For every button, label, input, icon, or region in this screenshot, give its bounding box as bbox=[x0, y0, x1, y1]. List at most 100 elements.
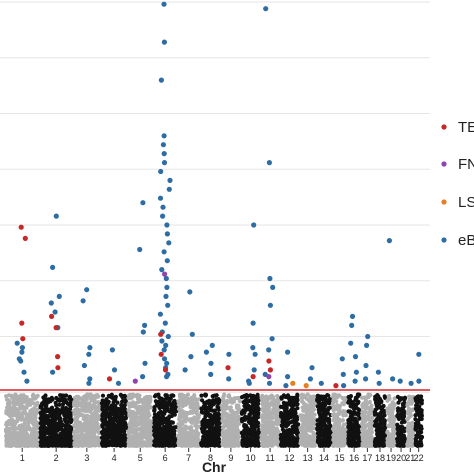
background-snp bbox=[34, 410, 39, 416]
background-snp bbox=[63, 412, 68, 417]
background-snp bbox=[231, 432, 237, 438]
background-snp bbox=[105, 412, 110, 417]
background-snp bbox=[223, 443, 228, 448]
background-snp bbox=[30, 412, 35, 417]
background-snp bbox=[273, 398, 278, 404]
background-snp bbox=[202, 438, 207, 443]
background-snp bbox=[184, 410, 189, 416]
background-snp bbox=[323, 397, 328, 402]
background-snp bbox=[163, 393, 168, 398]
background-snp bbox=[44, 409, 49, 414]
background-snp bbox=[95, 426, 100, 431]
background-snp bbox=[225, 431, 230, 437]
background-snp bbox=[131, 422, 136, 427]
background-snp bbox=[309, 416, 314, 421]
background-snp bbox=[298, 441, 303, 446]
background-snp bbox=[109, 392, 114, 397]
background-snp bbox=[299, 396, 304, 401]
background-snp bbox=[235, 404, 240, 409]
background-snp bbox=[180, 408, 185, 414]
background-snp bbox=[195, 435, 200, 440]
background-snp bbox=[75, 415, 80, 420]
background-snp bbox=[304, 424, 309, 429]
background-snp bbox=[165, 423, 170, 428]
background-snp bbox=[68, 419, 73, 424]
background-snp bbox=[89, 419, 94, 424]
background-snp bbox=[101, 409, 106, 414]
background-snp bbox=[179, 434, 184, 439]
background-snp bbox=[190, 437, 195, 442]
background-snp bbox=[10, 395, 15, 400]
background-snp bbox=[136, 433, 141, 438]
background-snp bbox=[146, 420, 151, 425]
background-snp bbox=[270, 442, 275, 448]
background-snp bbox=[167, 431, 172, 436]
background-snp bbox=[203, 413, 208, 418]
background-snp bbox=[323, 442, 328, 447]
background-snp bbox=[27, 399, 32, 404]
background-snp bbox=[79, 443, 84, 448]
background-snp bbox=[126, 408, 131, 413]
background-snp bbox=[64, 400, 69, 405]
background-snp bbox=[347, 397, 352, 402]
background-snp bbox=[172, 432, 177, 437]
background-snp bbox=[121, 411, 126, 416]
background-snp bbox=[109, 411, 114, 416]
background-snp bbox=[321, 436, 327, 441]
background-snp bbox=[4, 434, 9, 439]
background-snp bbox=[353, 395, 358, 400]
background-snp bbox=[355, 412, 361, 417]
background-snp bbox=[216, 425, 221, 431]
background-snp bbox=[82, 437, 87, 442]
background-snp bbox=[162, 433, 167, 438]
background-snp bbox=[275, 421, 281, 426]
background-snp bbox=[18, 438, 23, 443]
background-snp bbox=[315, 404, 320, 409]
background-snp bbox=[379, 400, 384, 405]
background-snp bbox=[54, 416, 59, 421]
background-snp bbox=[312, 443, 317, 448]
background-snp bbox=[259, 433, 264, 438]
background-snp bbox=[188, 431, 193, 436]
background-snp bbox=[176, 442, 181, 447]
background-snp bbox=[173, 425, 179, 430]
background-snp bbox=[161, 426, 166, 431]
background-snp bbox=[162, 409, 167, 414]
background-snp bbox=[311, 412, 316, 417]
background-snp bbox=[144, 403, 149, 408]
background-snp bbox=[232, 396, 237, 401]
background-snp bbox=[203, 418, 208, 423]
background-snp bbox=[60, 406, 65, 411]
background-snp bbox=[128, 415, 134, 420]
background-snp bbox=[33, 407, 38, 412]
background-snp bbox=[107, 416, 112, 421]
background-snp bbox=[43, 443, 48, 448]
background-snp bbox=[157, 429, 162, 434]
background-snp bbox=[87, 403, 92, 408]
background-snp bbox=[191, 409, 196, 414]
background-snp bbox=[157, 395, 162, 400]
background-snp bbox=[121, 398, 126, 403]
background-snp bbox=[130, 436, 135, 441]
background-snp bbox=[65, 422, 70, 427]
background-snp bbox=[34, 402, 40, 407]
background-snp bbox=[154, 442, 159, 447]
background-snp bbox=[140, 399, 145, 404]
background-snp bbox=[262, 400, 267, 405]
background-snp bbox=[286, 432, 291, 437]
background-snp bbox=[134, 411, 139, 416]
background-snp bbox=[12, 421, 17, 426]
background-snp bbox=[133, 429, 139, 434]
background-snp bbox=[114, 427, 119, 432]
background-snp bbox=[266, 422, 271, 427]
background-snp bbox=[199, 393, 204, 398]
background-snp bbox=[170, 393, 175, 398]
background-snp bbox=[255, 420, 260, 425]
background-snp bbox=[173, 442, 178, 448]
background-snp bbox=[19, 417, 24, 422]
background-snp bbox=[195, 404, 200, 409]
background-snp bbox=[184, 415, 189, 420]
background-snp bbox=[200, 398, 205, 403]
background-snp bbox=[4, 422, 9, 427]
background-snp bbox=[343, 413, 348, 418]
